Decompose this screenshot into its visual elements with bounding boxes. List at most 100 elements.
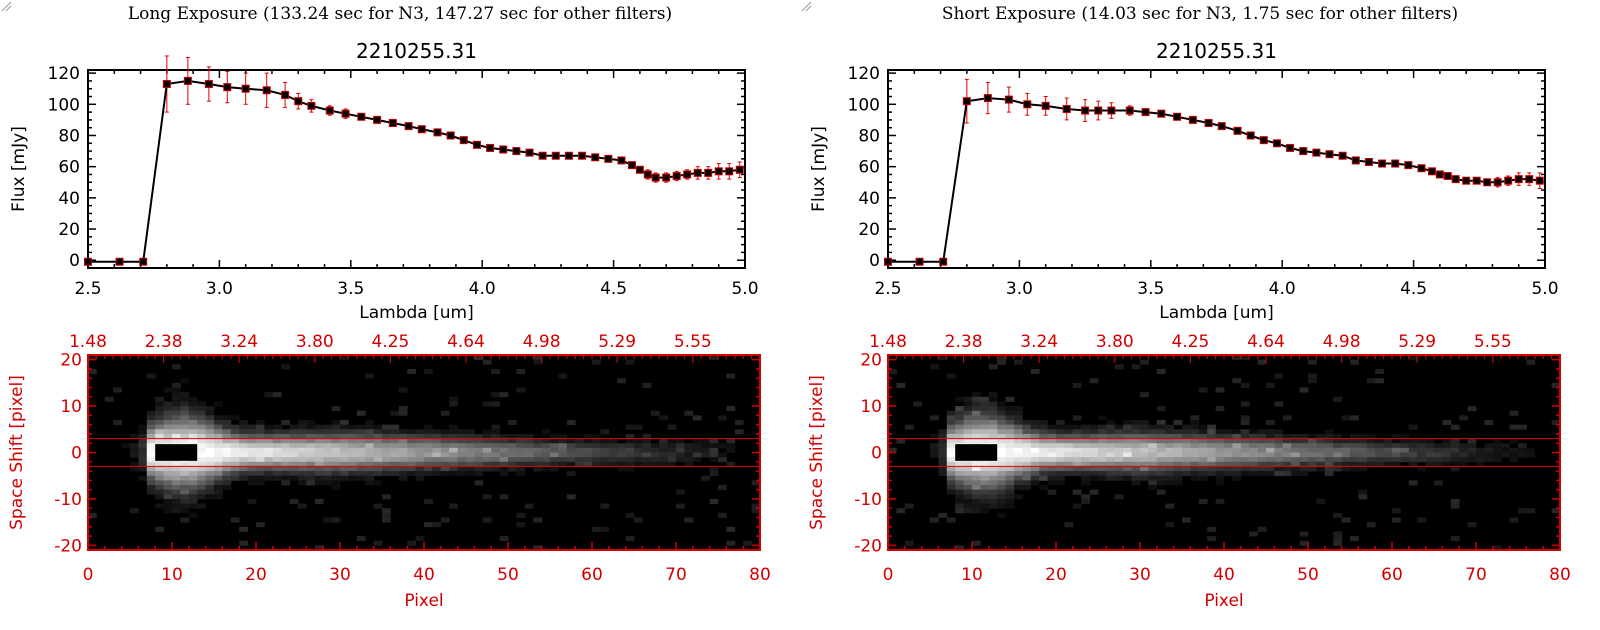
image-pixel	[146, 471, 156, 477]
image-pixel	[1350, 466, 1359, 472]
image-pixel	[1123, 461, 1132, 467]
image-pixel	[272, 475, 282, 481]
image-pixel	[474, 355, 484, 361]
image-pixel	[1005, 489, 1015, 495]
image-pixel	[1358, 489, 1368, 495]
image-pixel	[1106, 438, 1116, 444]
image-pixel	[432, 438, 442, 444]
image-pixel	[1089, 429, 1099, 435]
image-pixel	[1182, 457, 1191, 463]
x-tick-label: 30	[329, 565, 351, 585]
image-pixel	[1249, 429, 1258, 435]
image-pixel	[1476, 452, 1485, 458]
image-pixel	[1207, 429, 1216, 435]
image-pixel	[1266, 466, 1275, 472]
image-pixel	[1316, 457, 1326, 463]
image-pixel	[373, 503, 383, 509]
image-pixel	[289, 475, 299, 481]
image-pixel	[1459, 447, 1468, 453]
image-pixel	[1333, 461, 1342, 467]
image-pixel	[988, 424, 998, 430]
image-pixel	[222, 471, 232, 477]
image-pixel	[508, 443, 517, 449]
image-pixel	[188, 489, 198, 495]
image-pixel	[997, 461, 1006, 467]
y-tick-label: 20	[858, 220, 880, 240]
resize-grip-icon[interactable]	[800, 0, 812, 12]
image-pixel	[1442, 461, 1452, 467]
image-pixel	[214, 466, 223, 472]
image-pixel	[340, 475, 349, 481]
image-pixel	[390, 438, 400, 444]
image-pixel	[323, 471, 332, 477]
image-pixel	[1056, 438, 1065, 444]
image-pixel	[146, 415, 156, 421]
image-pixel	[701, 452, 710, 458]
image-pixel	[625, 443, 635, 449]
image-pixel	[1215, 429, 1225, 435]
data-point	[388, 119, 397, 128]
image-pixel	[1341, 466, 1351, 472]
image-pixel	[1551, 508, 1561, 514]
image-pixel	[1375, 447, 1384, 453]
image-pixel	[449, 461, 458, 467]
data-point	[459, 136, 468, 145]
image-pixel	[373, 438, 383, 444]
image-pixel	[138, 433, 148, 439]
image-pixel	[1215, 457, 1225, 463]
image-pixel	[197, 401, 206, 407]
image-pixel	[1408, 443, 1418, 449]
image-pixel	[1417, 517, 1426, 523]
x-tick-label: 3.0	[1006, 279, 1033, 299]
image-pixel	[197, 443, 206, 449]
image-pixel	[214, 457, 223, 463]
image-pixel	[180, 485, 190, 491]
image-pixel	[382, 438, 391, 444]
image-pixel	[440, 466, 450, 472]
image-pixel	[1030, 461, 1040, 467]
image-pixel	[676, 452, 685, 458]
image-pixel	[146, 475, 156, 481]
image-pixel	[1064, 429, 1074, 435]
data-point	[538, 151, 547, 160]
image-pixel	[1434, 452, 1443, 458]
data-point	[1041, 101, 1050, 110]
image-pixel	[1106, 433, 1116, 439]
image-pixel	[306, 471, 316, 477]
plot-frame	[887, 69, 1546, 269]
image-pixel	[963, 433, 973, 439]
image-pixel	[1308, 433, 1317, 439]
image-pixel	[306, 447, 316, 453]
image-pixel	[88, 355, 97, 361]
image-pixel	[264, 429, 274, 435]
resize-grip-icon[interactable]	[0, 0, 12, 12]
data-point	[1246, 131, 1255, 140]
image-pixel	[331, 452, 341, 458]
image-pixel	[155, 471, 164, 477]
data-point	[1364, 157, 1373, 166]
data-point	[1312, 148, 1321, 157]
image-pixel	[1501, 452, 1510, 458]
image-pixel	[946, 447, 956, 453]
image-pixel	[709, 452, 719, 458]
image-pixel	[214, 438, 223, 444]
image-pixel	[314, 457, 324, 463]
image-pixel	[1190, 433, 1200, 439]
image-pixel	[963, 420, 973, 426]
image-pixel	[1072, 424, 1082, 430]
image-pixel	[566, 438, 576, 444]
image-pixel	[1182, 461, 1191, 467]
image-pixel	[575, 452, 584, 458]
image-pixel	[382, 457, 391, 463]
image-pixel	[424, 424, 433, 430]
image-pixel	[1240, 438, 1250, 444]
image-pixel	[1089, 461, 1099, 467]
image-pixel	[323, 461, 332, 467]
image-pixel	[1366, 447, 1376, 453]
data-point	[357, 112, 366, 121]
image-pixel	[1030, 420, 1040, 426]
data-point	[1525, 175, 1534, 184]
y-tick-label: 120	[848, 64, 880, 84]
short-exposure-panel: Short Exposure (14.03 sec for N3, 1.75 s…	[800, 0, 1600, 630]
image-pixel	[1232, 475, 1242, 481]
